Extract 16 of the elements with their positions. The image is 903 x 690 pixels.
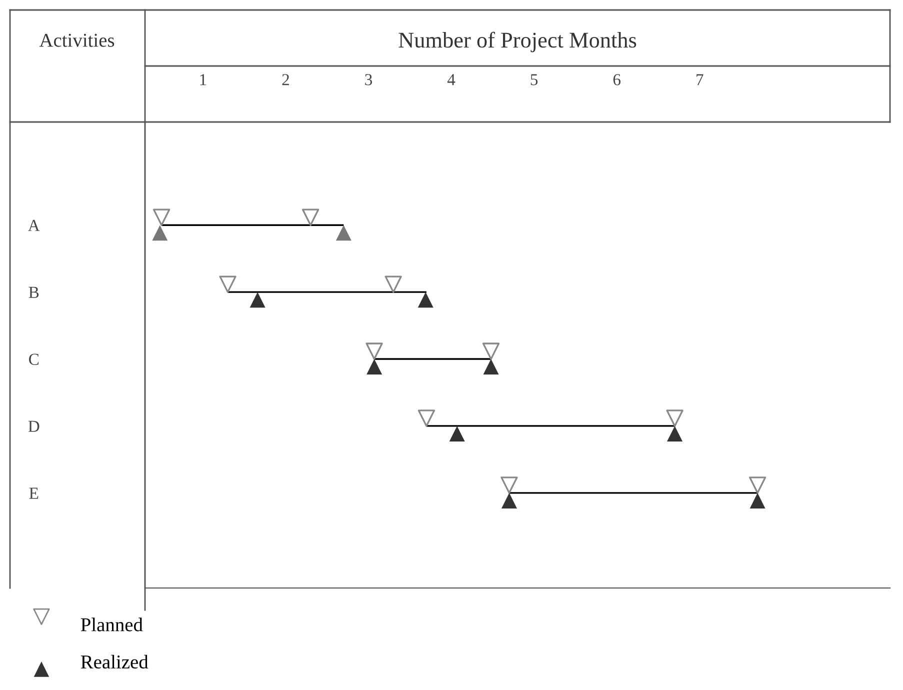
x-tick-label: 4 [447, 74, 456, 86]
x-tick-label: 6 [613, 74, 621, 86]
x-tick-label: 7 [696, 74, 704, 86]
x-tick-label: 2 [282, 74, 289, 86]
y-tick-label: B [28, 286, 39, 298]
x-tick-label: 1 [200, 74, 206, 86]
y-tick-label: C [29, 354, 39, 365]
legend-label: Planned [80, 618, 143, 632]
y-axis-title: Activities [39, 34, 114, 47]
y-tick-label: D [28, 420, 40, 432]
y-tick-label: E [29, 488, 38, 499]
x-axis-title: Number of Project Months [398, 32, 636, 52]
x-tick-label: 3 [365, 74, 372, 86]
legend-label: Realized [80, 654, 148, 669]
x-tick-label: 5 [530, 74, 538, 86]
y-tick-label: A [28, 220, 40, 231]
